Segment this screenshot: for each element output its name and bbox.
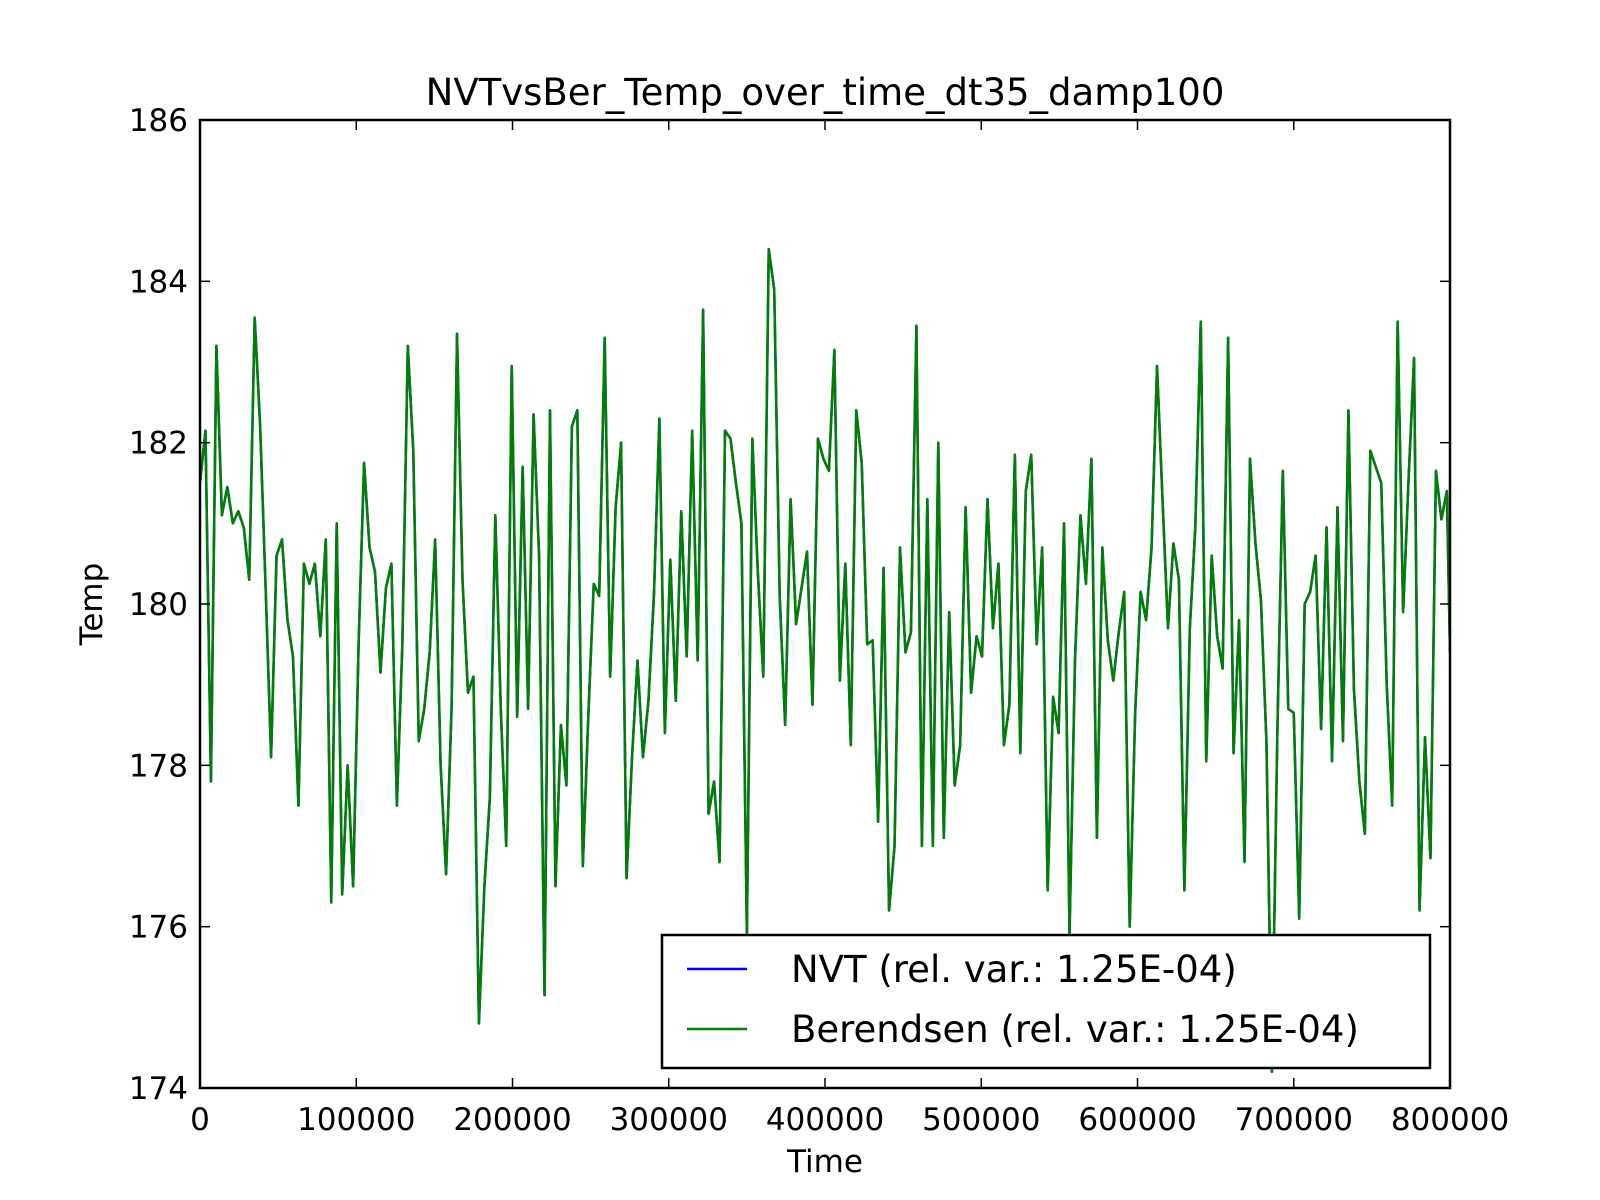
y-axis: 174 176 178 180 182 184 186 xyxy=(129,103,1450,1107)
y-tick-label: 176 xyxy=(129,910,188,946)
legend-label-nvt: NVT (rel. var.: 1.25E-04) xyxy=(791,948,1237,991)
y-tick-label: 182 xyxy=(129,426,188,462)
series-layer xyxy=(200,247,1450,1074)
y-tick-label: 178 xyxy=(129,748,188,784)
y-tick-label: 186 xyxy=(129,103,188,139)
y-tick-label: 174 xyxy=(129,1071,188,1107)
legend: NVT (rel. var.: 1.25E-04) Berendsen (rel… xyxy=(660,933,1432,1070)
y-axis-label: Temp xyxy=(74,563,110,647)
x-tick-label: 0 xyxy=(190,1102,210,1138)
x-axis: 0 100000 200000 300000 400000 500000 600000 700… xyxy=(190,120,1509,1138)
y-tick-label: 184 xyxy=(129,264,188,300)
legend-label-berendsen: Berendsen (rel. var.: 1.25E-04) xyxy=(791,1008,1359,1051)
y-tick-label: 180 xyxy=(129,587,188,623)
x-tick-label: 700000 xyxy=(1235,1102,1353,1138)
x-tick-label: 300000 xyxy=(610,1102,728,1138)
series-line-1 xyxy=(200,247,1450,1074)
legend-box xyxy=(660,933,1432,1070)
x-tick-label: 400000 xyxy=(766,1102,884,1138)
x-tick-label: 600000 xyxy=(1078,1102,1196,1138)
chart-title: NVTvsBer_Temp_over_time_dt35_damp100 xyxy=(426,71,1225,114)
x-tick-label: 800000 xyxy=(1391,1102,1509,1138)
x-axis-label: Time xyxy=(786,1144,863,1180)
x-tick-label: 100000 xyxy=(297,1102,415,1138)
x-tick-label: 200000 xyxy=(453,1102,571,1138)
x-tick-label: 500000 xyxy=(922,1102,1040,1138)
